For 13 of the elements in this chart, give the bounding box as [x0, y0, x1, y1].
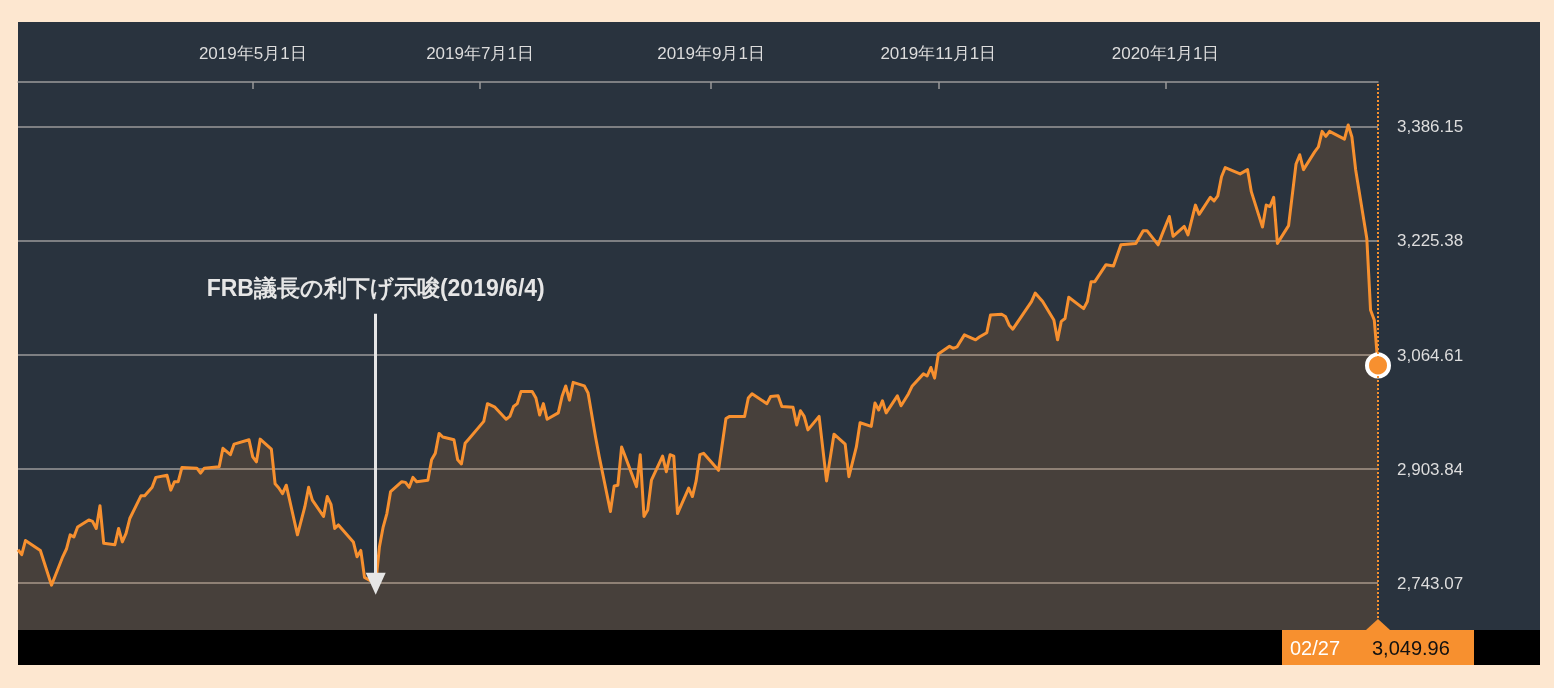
y-tick-label: 3,064.61 [1397, 345, 1464, 365]
x-tick-label: 2019年9月1日 [657, 44, 765, 63]
annotation: FRB議長の利下げ示唆(2019/6/4) [206, 275, 545, 302]
x-tick-label: 2019年7月1日 [426, 44, 534, 63]
y-tick-label: 2,743.07 [1397, 573, 1464, 593]
x-tick-label: 2019年11月1日 [880, 44, 997, 63]
y-tick-label: 3,386.15 [1397, 117, 1464, 137]
x-tick-label: 2019年5月1日 [198, 44, 307, 63]
y-tick-label: 3,225.38 [1397, 231, 1464, 251]
text: 02/27 [1290, 637, 1341, 659]
text: 3,049.96 [1372, 637, 1450, 659]
y-tick-label: 2,903.84 [1397, 459, 1464, 479]
x-tick-label: 2020年1月1日 [1111, 44, 1220, 63]
